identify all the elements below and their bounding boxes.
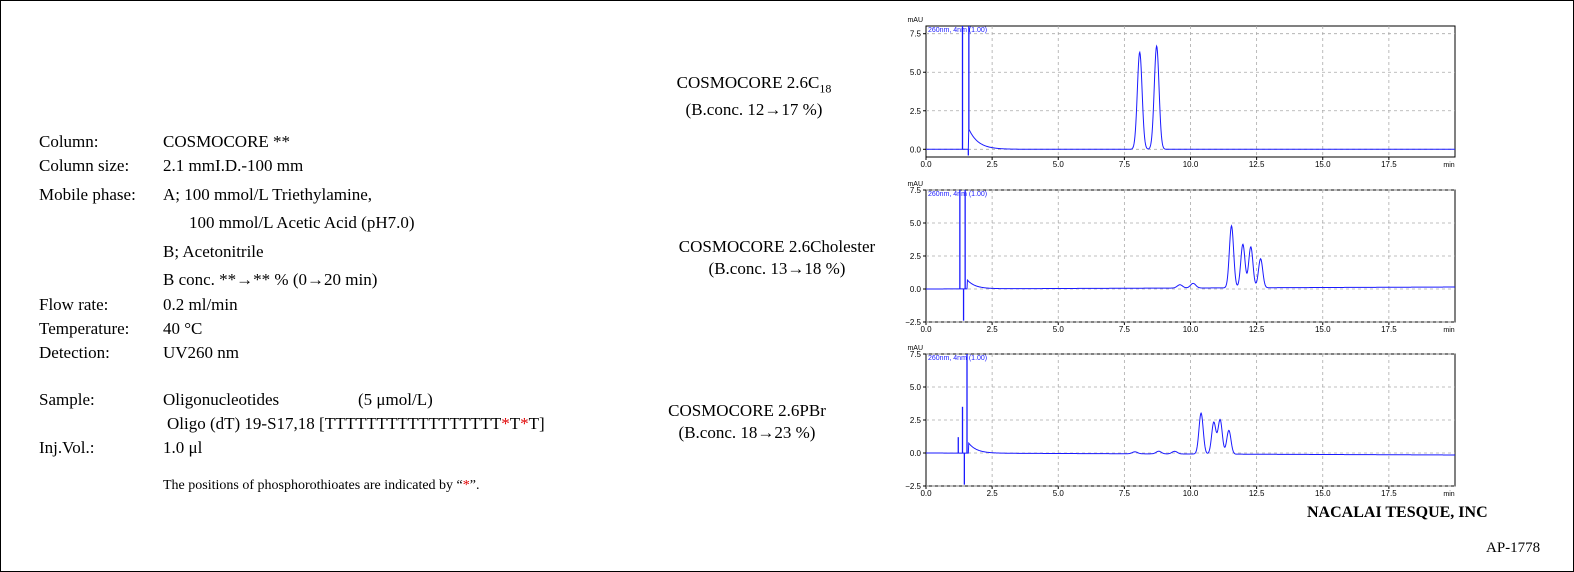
column-name-2: COSMOCORE 2.6Cholester <box>678 237 876 256</box>
x-tick-label: 12.5 <box>1249 325 1265 334</box>
column-name-1-sub: 18 <box>819 81 832 96</box>
detection-key: Detection: <box>39 343 110 362</box>
x-tick-label: 7.5 <box>1119 489 1131 498</box>
y-tick-label: 2.5 <box>910 252 922 261</box>
x-tick-label: 0.0 <box>920 325 932 334</box>
x-unit-label: min <box>1443 327 1454 334</box>
inj-vol-value: 1.0 μl <box>163 438 203 457</box>
mobile-phase-a: A; 100 mmol/L Triethylamine, <box>163 185 373 204</box>
y-tick-label: 7.5 <box>910 30 922 39</box>
x-tick-label: 17.5 <box>1381 489 1397 498</box>
detection-value: UV260 nm <box>163 343 240 362</box>
sample-concentration: (5 μmol/L) <box>358 390 433 409</box>
column-name-1-main: COSMOCORE 2.6C <box>676 73 820 92</box>
mobile-phase-a2: 100 mmol/L Acetic Acid (pH7.0) <box>189 213 415 232</box>
flow-rate-value: 0.2 ml/min <box>163 295 238 314</box>
y-unit-label: mAU <box>907 17 923 24</box>
x-unit-label: min <box>1443 491 1454 498</box>
column-name-1: COSMOCORE 2.6C18 <box>634 72 874 99</box>
y-tick-label: 0.0 <box>910 285 922 294</box>
x-tick-label: 12.5 <box>1249 160 1265 169</box>
oligo-sequence: Oligo (dT) 19-S17,18 [TTTTTTTTTTTTTTTTT*… <box>167 414 545 434</box>
x-tick-label: 12.5 <box>1249 489 1265 498</box>
trace-label: 260nm, 4nm (1.00) <box>928 355 987 362</box>
x-tick-label: 17.5 <box>1381 160 1397 169</box>
chromatogram-trace <box>926 44 1455 150</box>
x-tick-label: 10.0 <box>1183 325 1199 334</box>
phosphorothioate-star-2: * <box>520 414 529 433</box>
ap-number: AP-1778 <box>1486 540 1541 556</box>
y-tick-label: 2.5 <box>910 416 922 425</box>
y-tick-label: 5.0 <box>910 219 922 228</box>
x-tick-label: 2.5 <box>987 160 999 169</box>
x-tick-label: 10.0 <box>1183 489 1199 498</box>
column-size-key: Column size: <box>39 156 130 175</box>
y-tick-label: 2.5 <box>910 107 922 116</box>
phosphorothioate-note: The positions of phosphorothioates are i… <box>163 478 479 494</box>
mobile-phase-b: B; Acetonitrile <box>163 242 264 261</box>
y-tick-label: 0.0 <box>910 145 922 154</box>
trace-label: 260nm, 4nm (1.00) <box>928 191 987 198</box>
column-key: Column: <box>39 132 99 151</box>
oligo-end: T] <box>528 414 545 433</box>
x-tick-label: 2.5 <box>987 489 999 498</box>
mobile-phase-key: Mobile phase: <box>39 185 136 204</box>
column-conc-1: (B.conc. 12→17 %) <box>685 100 823 120</box>
x-tick-label: 7.5 <box>1119 160 1131 169</box>
x-tick-label: 5.0 <box>1053 160 1065 169</box>
x-tick-label: 15.0 <box>1315 489 1331 498</box>
x-tick-label: 2.5 <box>987 325 999 334</box>
phosphorothioate-star-1: * <box>501 414 510 433</box>
gradient: B conc. **→** % (0→20 min) <box>163 270 378 289</box>
note-prefix: The positions of phosphorothioates are i… <box>163 478 463 493</box>
column-label-3: COSMOCORE 2.6PBr (B.conc. 18→23 %) <box>627 400 867 444</box>
y-tick-label: 0.0 <box>910 449 922 458</box>
x-tick-label: 17.5 <box>1381 325 1397 334</box>
x-unit-label: min <box>1443 162 1454 169</box>
y-unit-label: mAU <box>907 181 923 188</box>
temperature-key: Temperature: <box>39 319 130 338</box>
chromatogram-trace <box>926 224 1455 290</box>
chromatogram-trace <box>926 411 1455 456</box>
y-tick-label: 7.5 <box>910 350 922 359</box>
y-tick-label: 5.0 <box>910 383 922 392</box>
y-tick-label: −2.5 <box>905 482 921 491</box>
column-label-1: COSMOCORE 2.6C18 (B.conc. 12→17 %) <box>634 72 874 121</box>
inj-vol-key: Inj.Vol.: <box>39 438 95 457</box>
flow-rate-key: Flow rate: <box>39 295 109 314</box>
column-value: COSMOCORE ** <box>163 132 291 151</box>
y-tick-label: 5.0 <box>910 68 922 77</box>
column-size-value: 2.1 mmI.D.-100 mm <box>163 156 304 175</box>
x-tick-label: 0.0 <box>920 160 932 169</box>
column-label-2: COSMOCORE 2.6Cholester (B.conc. 13→18 %) <box>657 236 897 280</box>
sample-value: Oligonucleotides <box>163 390 280 409</box>
company-name: NACALAI TESQUE, INC <box>1307 504 1488 521</box>
x-tick-label: 7.5 <box>1119 325 1131 334</box>
y-tick-label: −2.5 <box>905 318 921 327</box>
x-tick-label: 5.0 <box>1053 325 1065 334</box>
oligo-t: T <box>509 414 521 433</box>
column-name-3: COSMOCORE 2.6PBr <box>668 401 826 420</box>
column-conc-2: (B.conc. 13→18 %) <box>708 259 846 278</box>
column-conc-3: (B.conc. 18→23 %) <box>678 423 816 442</box>
sample-key: Sample: <box>39 390 95 409</box>
trace-label: 260nm, 4nm (1.00) <box>928 27 987 34</box>
x-tick-label: 0.0 <box>920 489 932 498</box>
y-tick-label: 7.5 <box>910 186 922 195</box>
x-tick-label: 15.0 <box>1315 160 1331 169</box>
x-tick-label: 10.0 <box>1183 160 1199 169</box>
temperature-value: 40 °C <box>163 319 203 338</box>
x-tick-label: 5.0 <box>1053 489 1065 498</box>
note-suffix: ”. <box>469 478 480 493</box>
y-unit-label: mAU <box>907 345 923 352</box>
x-tick-label: 15.0 <box>1315 325 1331 334</box>
note-star: * <box>462 478 470 493</box>
oligo-prefix: Oligo (dT) 19-S17,18 [TTTTTTTTTTTTTTTTT <box>167 414 502 433</box>
